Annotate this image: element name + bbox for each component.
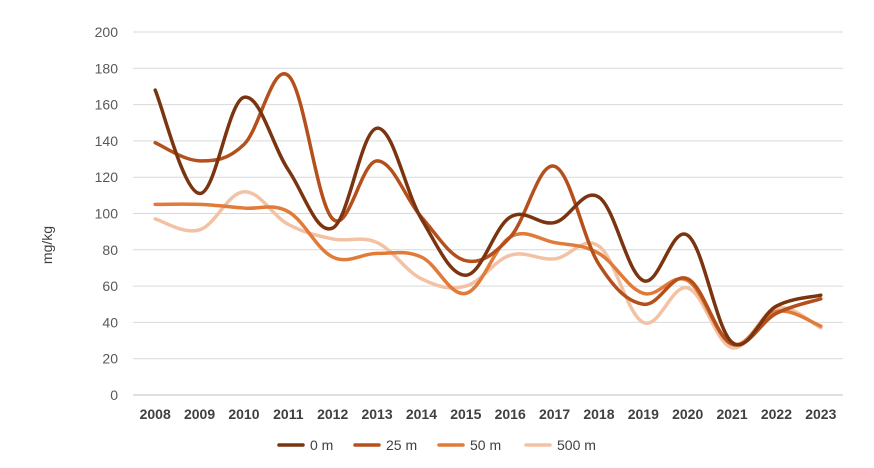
x-tick-label: 2018 [583,406,614,422]
x-tick-label: 2016 [495,406,526,422]
x-tick-label: 2010 [228,406,259,422]
x-tick-label: 2017 [539,406,570,422]
legend-label-0m: 0 m [310,437,333,453]
y-tick-label: 200 [95,24,119,40]
x-tick-label: 2023 [805,406,836,422]
y-axis-label: mg/kg [39,226,55,264]
gridlines [133,31,843,396]
y-tick-label: 80 [102,242,118,258]
x-tick-label: 2019 [628,406,659,422]
y-tick-label: 160 [95,97,119,113]
legend: 0 m 25 m 50 m 500 m [277,437,596,453]
x-tick-label: 2009 [184,406,215,422]
y-tick-label: 20 [102,351,118,367]
y-axis-ticks: 0 20 40 60 80 100 120 140 160 180 200 [95,24,119,403]
y-tick-label: 140 [95,133,119,149]
x-tick-label: 2014 [406,406,437,422]
y-tick-label: 60 [102,278,118,294]
legend-label-50m: 50 m [470,437,501,453]
y-tick-label: 40 [102,314,118,330]
y-tick-label: 100 [95,206,119,222]
x-tick-label: 2008 [140,406,171,422]
y-tick-label: 0 [110,387,118,403]
series-line-0m [153,88,823,347]
legend-label-500m: 500 m [557,437,596,453]
x-axis-ticks: 2008 2009 2010 2011 2012 2013 2014 2015 2016 2017… [140,406,837,422]
series-lines [153,72,823,350]
x-tick-label: 2015 [450,406,481,422]
x-tick-label: 2013 [361,406,392,422]
y-tick-label: 120 [95,169,119,185]
legend-label-25m: 25 m [386,437,417,453]
y-tick-label: 180 [95,60,119,76]
x-tick-label: 2012 [317,406,348,422]
x-tick-label: 2022 [761,406,792,422]
x-tick-label: 2011 [273,406,304,422]
x-tick-label: 2020 [672,406,703,422]
x-tick-label: 2021 [716,406,747,422]
series-line-25m [153,72,823,347]
